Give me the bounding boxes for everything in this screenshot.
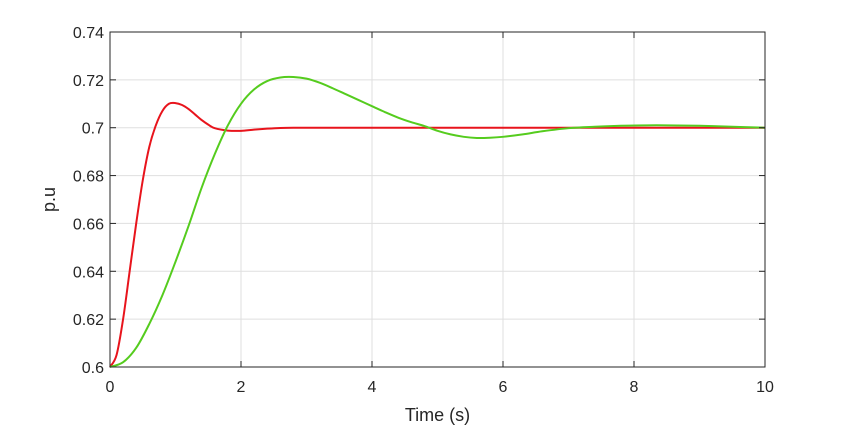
- x-tick-label: 2: [237, 379, 246, 396]
- y-tick-label: 0.74: [73, 25, 104, 42]
- x-axis-label: Time (s): [405, 405, 470, 425]
- y-tick-label: 0.62: [73, 312, 104, 329]
- plot-area: [110, 32, 765, 367]
- series-line-2: [109, 75, 766, 368]
- x-tick-label: 0: [106, 379, 115, 396]
- y-tick-label: 0.66: [73, 216, 104, 233]
- y-axis-label: p.u: [39, 187, 59, 212]
- series-lines: [109, 75, 766, 368]
- y-tick-label: 0.6: [82, 360, 104, 377]
- y-tick-label: 0.7: [82, 121, 104, 138]
- x-tick-label: 6: [499, 379, 508, 396]
- y-tick-label: 0.72: [73, 73, 104, 90]
- y-tick-label: 0.64: [73, 264, 104, 281]
- series-line-1: [109, 101, 765, 368]
- x-tick-label: 8: [630, 379, 639, 396]
- x-tick-label: 10: [756, 379, 774, 396]
- x-tick-label: 4: [368, 379, 377, 396]
- tick-labels: 0 2 4 6 8 10 0.6 0.62 0.64 0.66 0.68 0.7 0.72 0.74: [73, 25, 774, 396]
- y-tick-label: 0.68: [73, 169, 104, 186]
- plot-frame: [109, 31, 766, 368]
